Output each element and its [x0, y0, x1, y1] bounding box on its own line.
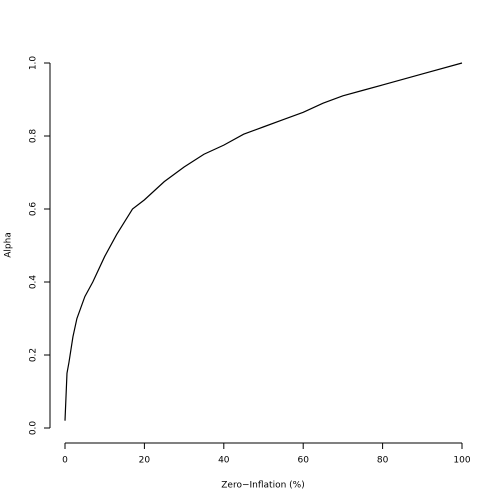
x-tick-label: 40 [218, 456, 230, 466]
y-tick-label: 0.6 [29, 202, 39, 217]
y-tick-label: 0.0 [29, 421, 39, 436]
x-tick-label: 100 [453, 456, 470, 466]
line [64, 62, 463, 421]
y-axis-title: Alpha [4, 232, 14, 258]
x-tick-label: 0 [62, 456, 68, 466]
y-tick-label: 0.8 [29, 129, 39, 144]
x-tick-label: 20 [139, 456, 151, 466]
x-tick-label: 60 [297, 456, 309, 466]
x-tick-label: 80 [377, 456, 389, 466]
x-axis-title: Zero−Inflation (%) [221, 481, 304, 491]
y-tick-label: 1.0 [29, 56, 39, 71]
y-tick-label: 0.4 [29, 275, 39, 290]
y-tick-label: 0.2 [29, 348, 39, 362]
